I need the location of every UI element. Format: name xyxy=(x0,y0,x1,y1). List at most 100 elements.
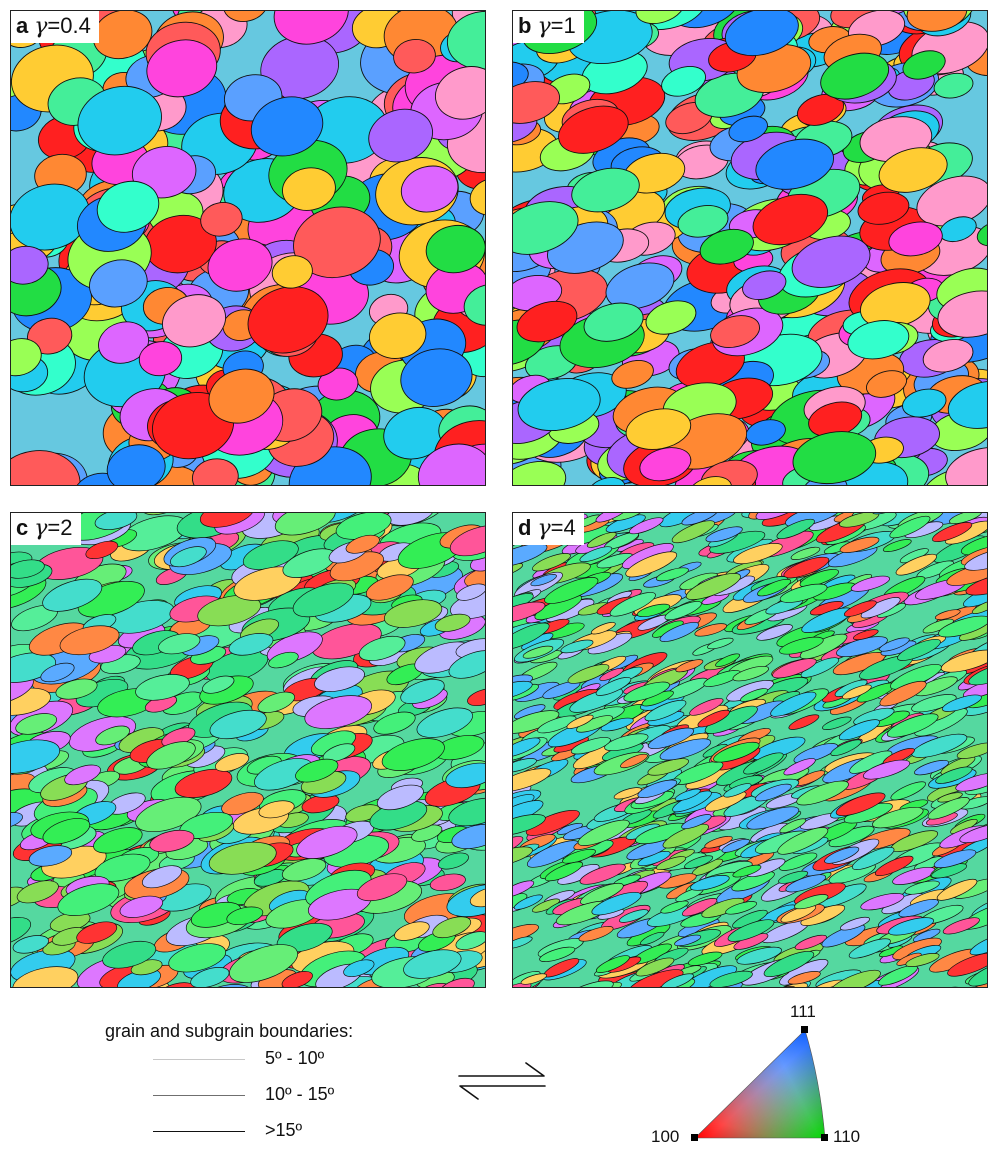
strain-value: =4 xyxy=(550,515,576,540)
grain xyxy=(57,883,120,916)
grain xyxy=(882,539,912,552)
grain xyxy=(707,637,734,650)
grain xyxy=(562,848,596,864)
grain xyxy=(878,965,918,986)
grain xyxy=(12,935,49,954)
grain xyxy=(644,699,687,722)
grain xyxy=(905,953,940,967)
grain xyxy=(394,921,430,941)
grain xyxy=(684,855,714,869)
grain xyxy=(732,864,762,878)
grain xyxy=(723,783,752,798)
grain xyxy=(200,202,243,237)
grain xyxy=(11,245,49,285)
grain xyxy=(93,827,143,854)
grain xyxy=(675,659,704,673)
grain xyxy=(655,567,689,582)
grain xyxy=(513,601,546,624)
grain xyxy=(794,894,829,910)
grain xyxy=(889,515,931,539)
grain xyxy=(42,578,103,612)
panel-letter: c xyxy=(16,515,29,540)
grain xyxy=(609,592,656,617)
grain xyxy=(820,52,890,100)
grain xyxy=(713,741,760,763)
grain xyxy=(228,633,274,656)
grain xyxy=(677,205,729,238)
panel-letter: a xyxy=(16,13,29,38)
grain xyxy=(522,645,554,659)
grain xyxy=(419,983,452,987)
grain xyxy=(513,674,533,694)
grain xyxy=(558,105,629,154)
grain xyxy=(513,543,548,568)
grain xyxy=(728,115,768,143)
grain xyxy=(620,753,648,769)
grain xyxy=(705,526,743,543)
grain xyxy=(449,525,485,557)
grain xyxy=(662,823,709,849)
grain xyxy=(701,897,745,918)
grain xyxy=(365,574,414,601)
grain xyxy=(59,625,120,656)
grain xyxy=(271,255,313,289)
grain xyxy=(513,680,533,701)
ebsd-map-panel-c: c γ=2 xyxy=(10,512,486,988)
grain xyxy=(560,639,594,654)
grain xyxy=(64,764,101,786)
grain xyxy=(872,806,924,829)
grain xyxy=(446,11,485,70)
grain xyxy=(922,339,974,373)
grain xyxy=(532,553,571,572)
grain xyxy=(455,931,485,950)
grain xyxy=(425,224,485,274)
grain xyxy=(618,909,649,923)
grain xyxy=(214,753,250,772)
grain xyxy=(934,609,961,620)
orientation-map-d xyxy=(513,513,987,987)
grain xyxy=(625,551,678,578)
grain xyxy=(933,72,974,99)
grain xyxy=(674,934,702,947)
grain xyxy=(770,691,817,717)
grain xyxy=(685,573,741,600)
grain xyxy=(416,707,473,738)
grain xyxy=(851,846,895,870)
orientation-map-b xyxy=(513,11,987,485)
grain xyxy=(595,955,630,973)
grain xyxy=(579,546,613,563)
grain xyxy=(687,476,733,485)
grain xyxy=(690,874,730,891)
grain xyxy=(772,658,817,679)
grain xyxy=(577,819,630,846)
grain xyxy=(202,984,252,987)
legend-item-low-angle: 5º - 10º xyxy=(153,1047,453,1071)
grain xyxy=(135,674,190,701)
grain xyxy=(274,513,336,536)
grain xyxy=(467,688,485,707)
grain xyxy=(435,66,485,120)
grain xyxy=(513,737,541,758)
grain xyxy=(12,966,79,987)
grain xyxy=(724,11,799,57)
grain xyxy=(516,300,578,343)
grain xyxy=(687,951,723,966)
grain xyxy=(935,766,973,784)
grain xyxy=(866,370,908,398)
grain xyxy=(576,715,614,733)
grain xyxy=(146,741,196,770)
grain xyxy=(841,684,872,700)
grain xyxy=(791,235,871,288)
grain xyxy=(911,733,968,758)
grain xyxy=(170,546,207,568)
ipf-label-110: 110 xyxy=(833,1127,861,1146)
grain xyxy=(839,916,870,931)
grain xyxy=(796,93,845,126)
grain xyxy=(779,636,824,655)
grain xyxy=(879,680,927,707)
medium-angle-line-swatch xyxy=(153,1095,245,1096)
grain xyxy=(451,823,485,849)
grain xyxy=(513,201,579,255)
grain xyxy=(247,286,329,354)
grain xyxy=(959,823,987,844)
